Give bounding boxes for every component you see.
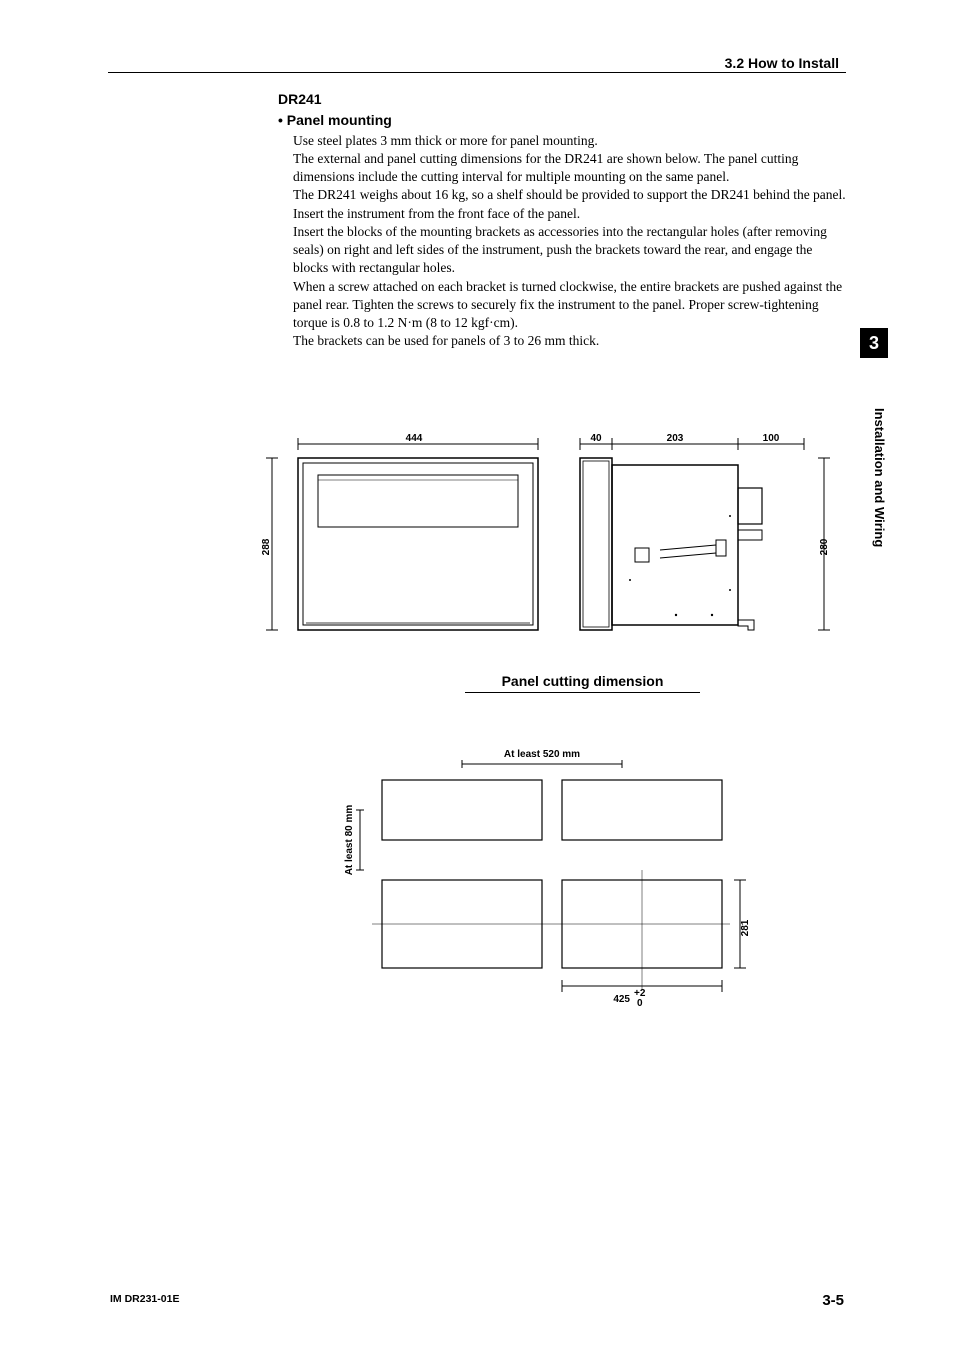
body-paragraph: Use steel plates 3 mm thick or more for …	[293, 132, 848, 351]
main-content: DR241 • Panel mounting Use steel plates …	[278, 90, 848, 350]
footer-page: 3-5	[822, 1292, 844, 1309]
footer-doc-id: IM DR231-01E	[110, 1293, 179, 1305]
side-view-diagram: 40 203 100 280	[560, 430, 840, 645]
model-heading: DR241	[278, 90, 848, 109]
chapter-side-label: Installation and Wiring	[872, 408, 887, 547]
section-header: 3.2 How to Install	[725, 55, 839, 71]
dim-40: 40	[590, 433, 602, 444]
front-view-diagram: 444 288	[258, 430, 558, 645]
header-rule	[108, 72, 846, 73]
v-spacing-label: At least 80 mm	[344, 805, 355, 876]
panel-cutting-diagram: At least 520 mm At least 80 mm 281 425 +…	[332, 740, 772, 1020]
dim-288: 288	[261, 538, 272, 555]
panel-mounting-heading: • Panel mounting	[278, 111, 848, 130]
panel-cutting-underline	[465, 692, 700, 693]
dim-444: 444	[406, 433, 423, 444]
chapter-tab: 3	[860, 328, 888, 358]
cut-width-tol-bot: 0	[637, 998, 643, 1009]
h-spacing-label: At least 520 mm	[504, 749, 580, 760]
dim-280: 280	[819, 538, 830, 555]
dim-100: 100	[763, 433, 780, 444]
panel-cutting-title: Panel cutting dimension	[470, 673, 695, 689]
cut-height: 281	[740, 919, 751, 936]
dim-203: 203	[667, 433, 684, 444]
cut-width: 425	[613, 994, 630, 1005]
